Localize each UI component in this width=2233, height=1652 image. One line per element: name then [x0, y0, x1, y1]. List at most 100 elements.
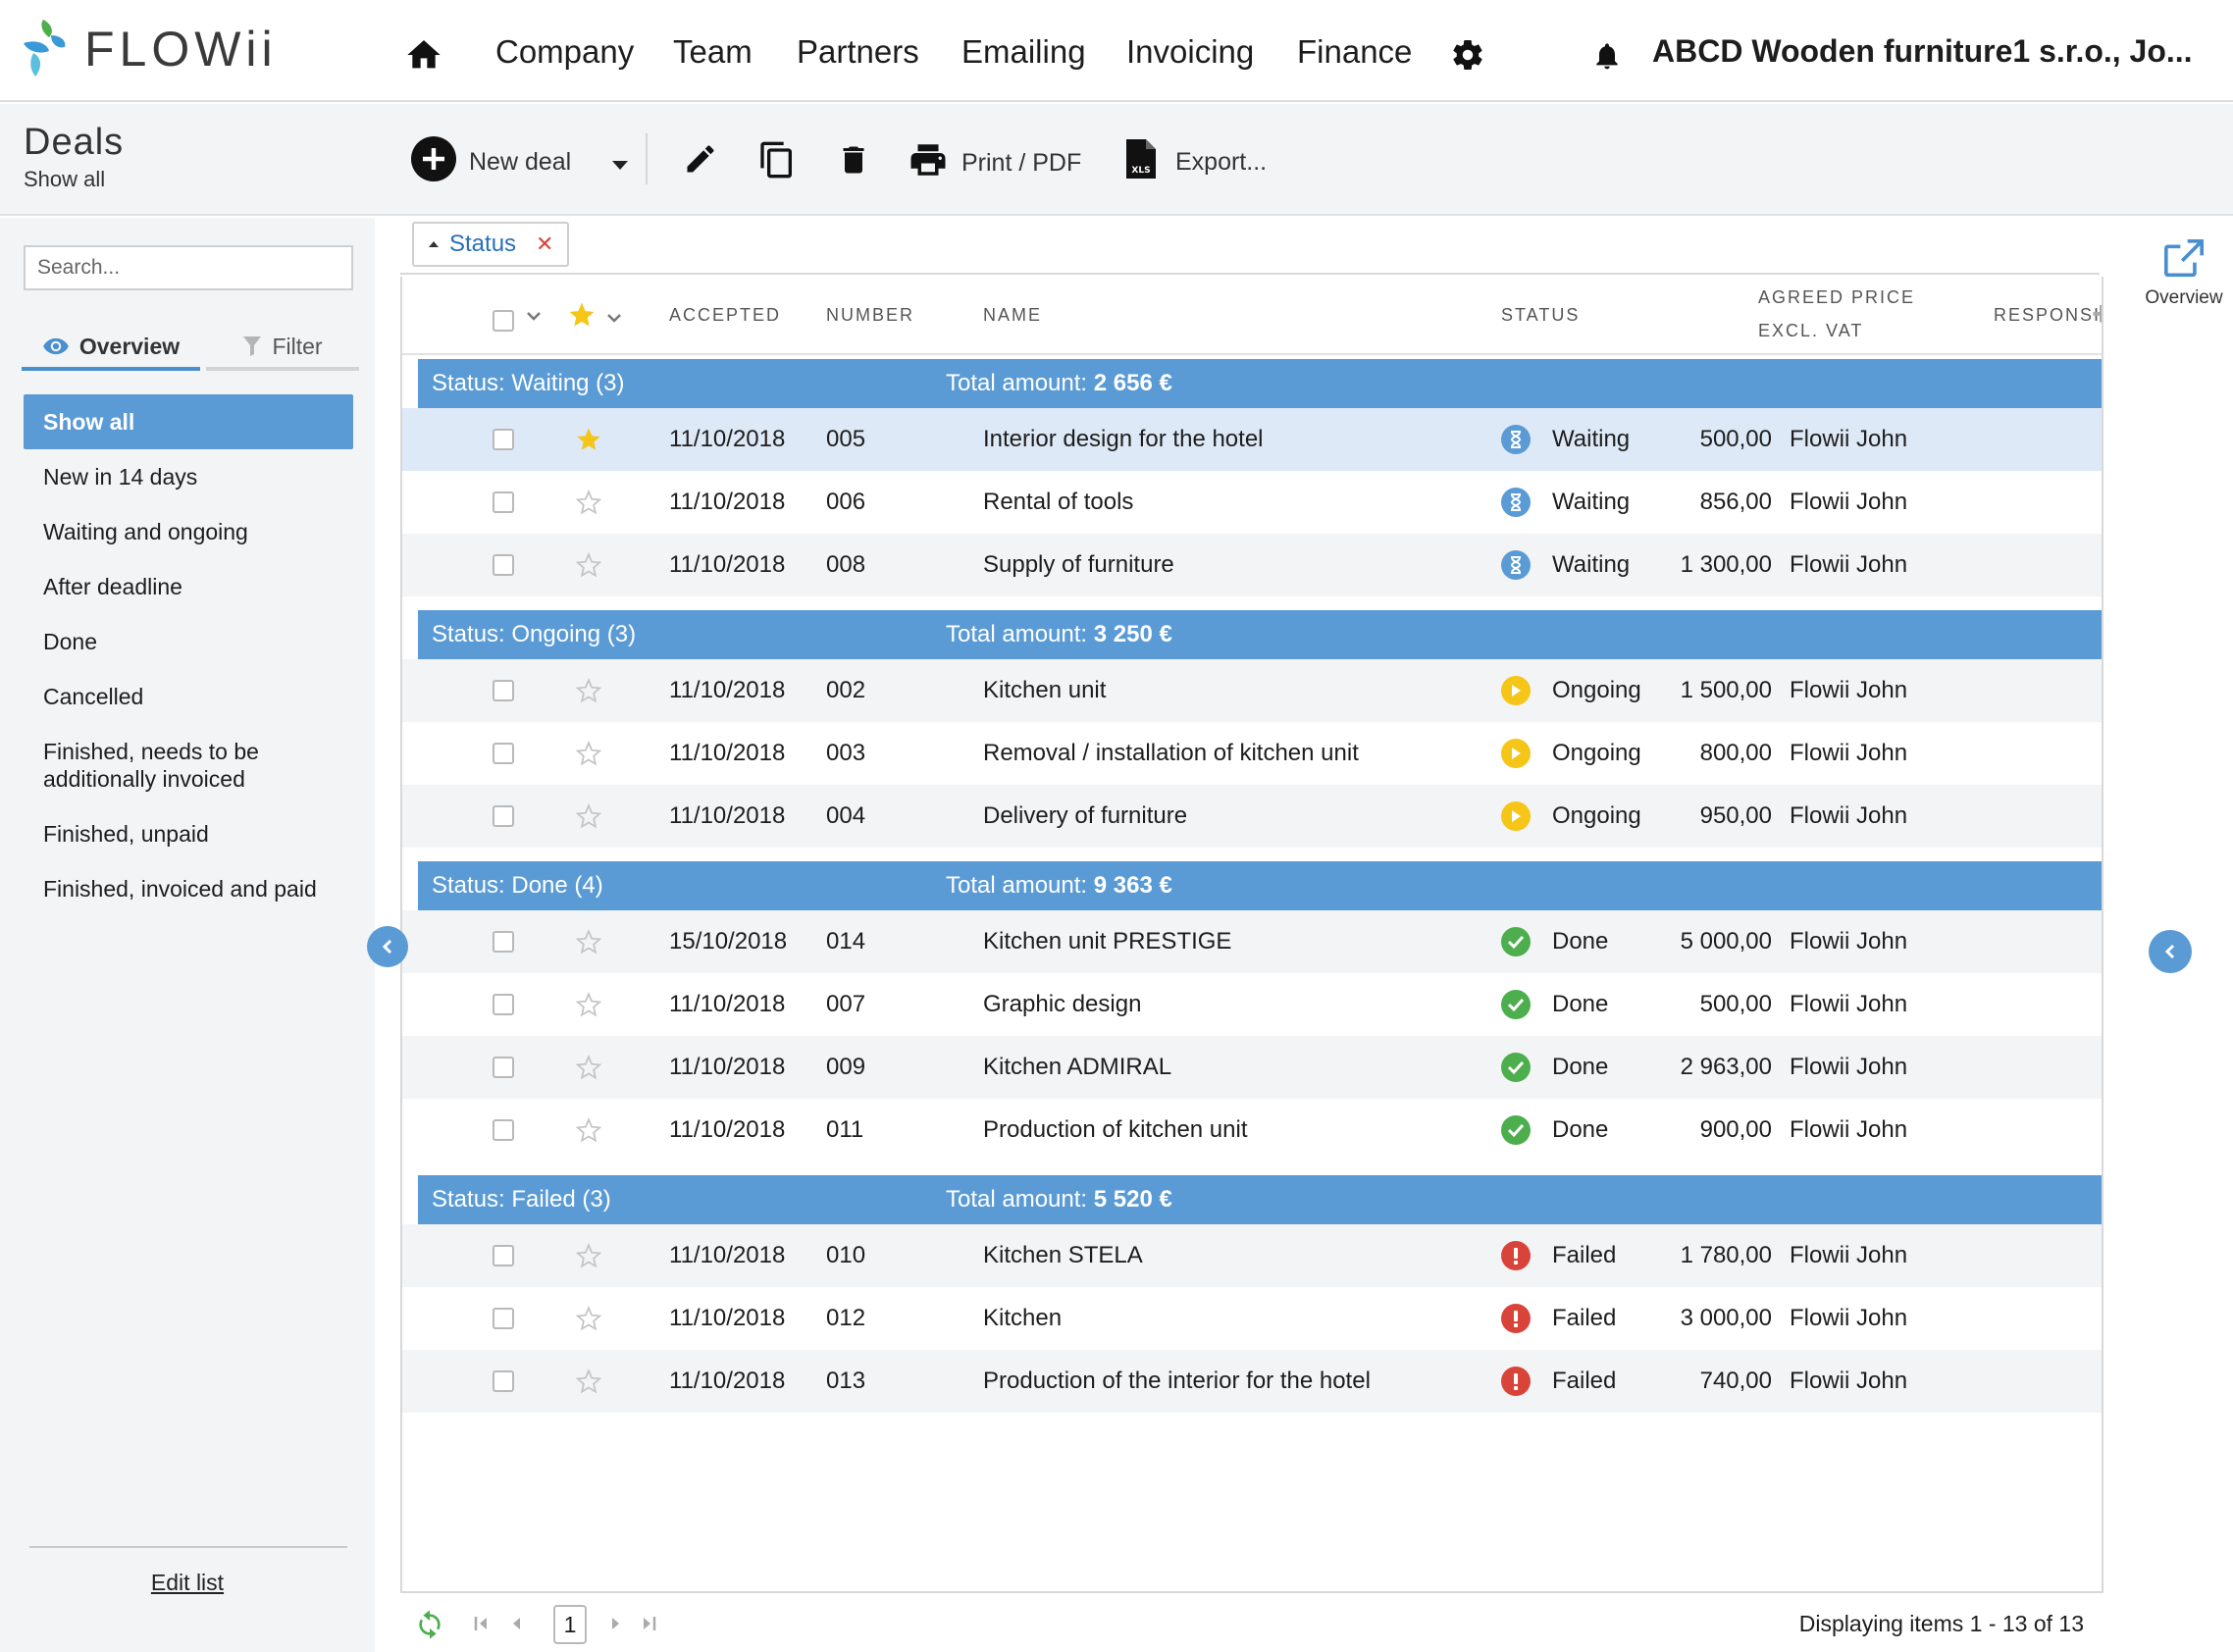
page-number-input[interactable] [553, 1605, 587, 1644]
responsible-person[interactable]: Flowii John [1790, 551, 1908, 578]
sidebar-item-waiting-and-ongoing[interactable]: Waiting and ongoing [24, 504, 353, 559]
table-row[interactable]: 11/10/2018 005 Interior design for the hot… [402, 408, 2102, 471]
responsible-person[interactable]: Flowii John [1790, 928, 1908, 955]
star-outline-icon[interactable] [575, 1099, 602, 1162]
table-row[interactable]: 11/10/2018 006 Rental of tools Waiting 856,0… [402, 471, 2102, 534]
group-header-done[interactable]: Status: Done (4) Total amount: 9 363 € [418, 861, 2102, 910]
nav-team[interactable]: Team [673, 33, 753, 70]
deal-name[interactable]: Delivery of furniture [983, 802, 1188, 829]
nav-partners[interactable]: Partners [797, 33, 919, 70]
select-all-checkbox[interactable] [493, 310, 514, 332]
star-outline-icon[interactable] [575, 973, 602, 1036]
responsible-person[interactable]: Flowii John [1790, 489, 1908, 515]
responsible-person[interactable]: Flowii John [1790, 1368, 1908, 1394]
deal-name[interactable]: Kitchen unit [983, 677, 1107, 703]
column-status[interactable]: STATUS [1501, 305, 1581, 325]
bell-icon[interactable] [1591, 39, 1623, 73]
row-checkbox[interactable] [493, 429, 514, 450]
table-row[interactable]: 11/10/2018 008 Supply of furniture Waiting 1… [402, 534, 2102, 596]
deal-name[interactable]: Interior design for the hotel [983, 426, 1264, 452]
group-header-waiting[interactable]: Status: Waiting (3) Total amount: 2 656 € [418, 359, 2102, 408]
nav-company[interactable]: Company [495, 33, 635, 70]
responsible-person[interactable]: Flowii John [1790, 677, 1908, 703]
responsible-person[interactable]: Flowii John [1790, 991, 1908, 1017]
overview-button[interactable]: Overview [2145, 239, 2223, 309]
table-row[interactable]: 15/10/2018 014 Kitchen unit PRESTIGE Done 5 … [402, 910, 2102, 973]
refresh-icon[interactable] [414, 1609, 445, 1640]
star-outline-icon[interactable] [575, 471, 602, 534]
deal-name[interactable]: Removal / installation of kitchen unit [983, 740, 1359, 766]
print-pdf-button[interactable]: Print / PDF [907, 139, 1081, 187]
collapse-right-panel-button[interactable] [2149, 930, 2192, 973]
star-outline-icon[interactable] [575, 722, 602, 785]
deal-name[interactable]: Kitchen STELA [983, 1242, 1143, 1268]
nav-emailing[interactable]: Emailing [961, 33, 1086, 70]
new-deal-dropdown-button[interactable] [610, 151, 630, 180]
deal-name[interactable]: Kitchen [983, 1305, 1063, 1331]
gear-icon[interactable] [1450, 37, 1485, 73]
group-header-failed[interactable]: Status: Failed (3) Total amount: 5 520 € [418, 1175, 2102, 1224]
last-page-icon[interactable] [640, 1615, 657, 1632]
sidebar-item-done[interactable]: Done [24, 614, 353, 669]
star-filled-icon[interactable] [575, 408, 602, 471]
responsible-person[interactable]: Flowii John [1790, 802, 1908, 829]
close-icon[interactable]: ✕ [536, 232, 554, 256]
row-checkbox[interactable] [493, 1119, 514, 1141]
sidebar-item-new-in-14-days[interactable]: New in 14 days [24, 449, 353, 504]
home-icon[interactable] [404, 35, 443, 75]
edit-list-link[interactable]: Edit list [150, 1570, 225, 1595]
sidebar-item-after-deadline[interactable]: After deadline [24, 559, 353, 614]
delete-button[interactable] [836, 139, 871, 187]
responsible-person[interactable]: Flowii John [1790, 426, 1908, 452]
deal-name[interactable]: Kitchen ADMIRAL [983, 1054, 1172, 1080]
table-row[interactable]: 11/10/2018 011 Production of kitchen unit D… [402, 1099, 2102, 1162]
star-outline-icon[interactable] [575, 1287, 602, 1350]
deal-name[interactable]: Rental of tools [983, 489, 1134, 515]
tab-overview[interactable]: Overview [22, 326, 200, 371]
first-page-icon[interactable] [473, 1615, 491, 1632]
star-outline-icon[interactable] [575, 1350, 602, 1413]
sidebar-item-finished-unpaid[interactable]: Finished, unpaid [24, 806, 353, 861]
row-checkbox[interactable] [493, 931, 514, 953]
copy-button[interactable] [757, 139, 797, 187]
table-row[interactable]: 11/10/2018 002 Kitchen unit Ongoing 1 500,00… [402, 659, 2102, 722]
next-page-icon[interactable] [606, 1615, 624, 1632]
star-outline-icon[interactable] [575, 659, 602, 722]
row-checkbox[interactable] [493, 554, 514, 576]
column-agreed-price[interactable]: AGREED PRICE [1758, 287, 1916, 307]
sidebar-item-finished-needs-invoice[interactable]: Finished, needs to be additionally invoi… [24, 724, 338, 806]
deal-name[interactable]: Kitchen unit PRESTIGE [983, 928, 1232, 955]
collapse-sidebar-button[interactable] [367, 926, 408, 967]
star-filter-icon[interactable] [567, 300, 597, 330]
nav-finance[interactable]: Finance [1297, 33, 1413, 70]
row-checkbox[interactable] [493, 491, 514, 513]
row-checkbox[interactable] [493, 1057, 514, 1078]
deal-name[interactable]: Production of the interior for the hotel [983, 1368, 1371, 1394]
column-responsible[interactable]: RESPONSIBLE [1994, 305, 2102, 325]
table-row[interactable]: 11/10/2018 007 Graphic design Done 500,00 Flo… [402, 973, 2102, 1036]
table-row[interactable]: 11/10/2018 010 Kitchen STELA Failed 1 780,00… [402, 1224, 2102, 1287]
deal-name[interactable]: Production of kitchen unit [983, 1116, 1248, 1143]
nav-invoicing[interactable]: Invoicing [1126, 33, 1255, 70]
row-checkbox[interactable] [493, 743, 514, 764]
tab-filter[interactable]: Filter [206, 326, 359, 371]
responsible-person[interactable]: Flowii John [1790, 1116, 1908, 1143]
responsible-person[interactable]: Flowii John [1790, 740, 1908, 766]
group-header-ongoing[interactable]: Status: Ongoing (3) Total amount: 3 250 € [418, 610, 2102, 659]
sidebar-item-finished-invoiced-paid[interactable]: Finished, invoiced and paid [24, 861, 353, 916]
column-number[interactable]: NUMBER [826, 305, 915, 325]
flowii-logo[interactable]: FLOWii [22, 18, 278, 80]
export-button[interactable]: XLS Export... [1124, 137, 1267, 187]
new-deal-button[interactable]: New deal [410, 135, 571, 189]
row-checkbox[interactable] [493, 805, 514, 827]
star-outline-icon[interactable] [575, 1036, 602, 1099]
star-outline-icon[interactable] [575, 1224, 602, 1287]
deal-name[interactable]: Graphic design [983, 991, 1142, 1017]
column-accepted[interactable]: ACCEPTED [669, 305, 782, 325]
table-row[interactable]: 11/10/2018 009 Kitchen ADMIRAL Done 2 963,00… [402, 1036, 2102, 1099]
table-row[interactable]: 11/10/2018 004 Delivery of furniture Ongoin… [402, 785, 2102, 848]
responsible-person[interactable]: Flowii John [1790, 1242, 1908, 1268]
row-checkbox[interactable] [493, 994, 514, 1015]
responsible-person[interactable]: Flowii John [1790, 1305, 1908, 1331]
column-name[interactable]: NAME [983, 305, 1043, 325]
